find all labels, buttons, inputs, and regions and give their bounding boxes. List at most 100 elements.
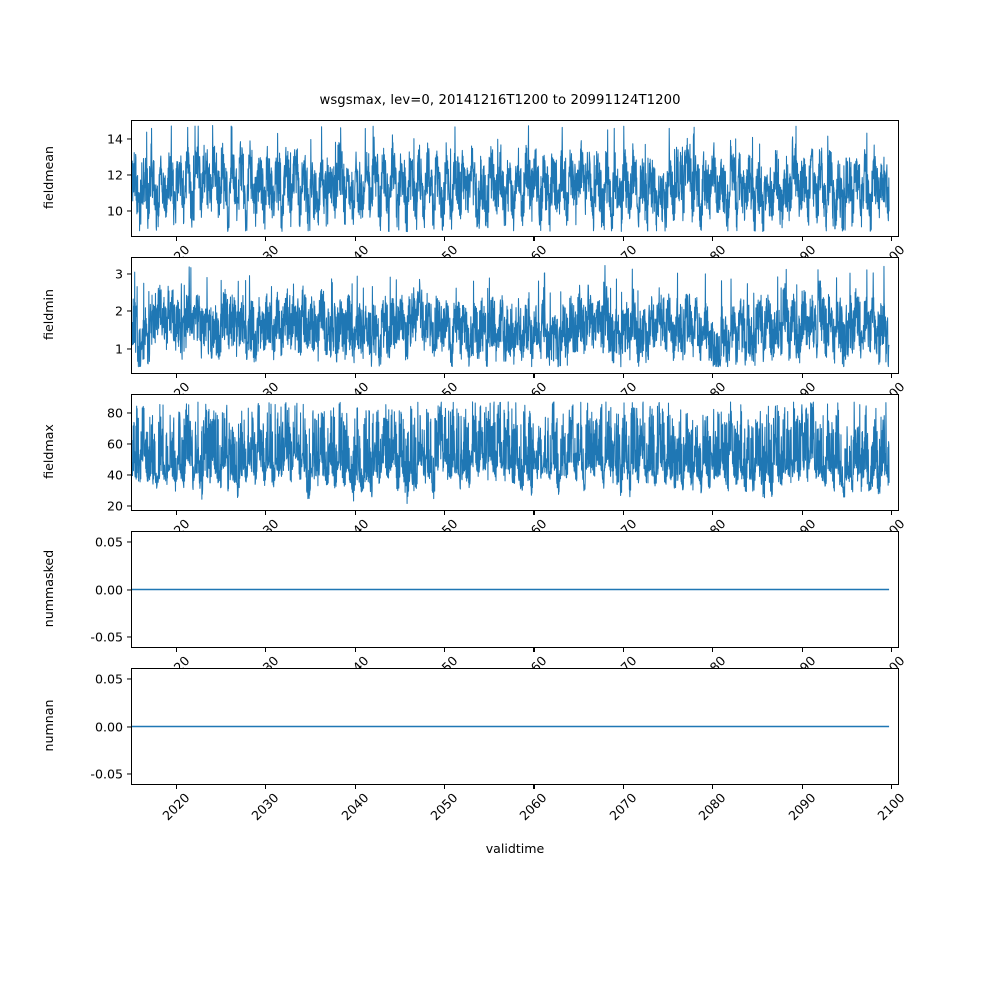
x-tick-mark [176, 648, 178, 652]
x-tick-label: 2090 [784, 790, 819, 824]
x-tick-label: 2060 [455, 242, 550, 258]
y-tick-mark [127, 138, 131, 140]
subplot-fieldmax [131, 394, 899, 511]
x-tick-mark [801, 648, 803, 652]
x-tick-label: 2090 [723, 379, 818, 395]
subplot-fieldmean [131, 120, 899, 237]
x-tick-label: 2090 [723, 242, 818, 258]
x-tick-label: 2030 [187, 242, 282, 258]
series-plot-numnan [132, 669, 898, 784]
x-tick-label: 2040 [276, 379, 371, 395]
x-tick-label: 2080 [633, 516, 729, 532]
x-tick-mark [801, 374, 803, 378]
x-tick-mark [265, 237, 267, 241]
x-tick-mark [890, 237, 892, 241]
x-tick-mark [533, 648, 535, 652]
x-tick-label: 2050 [365, 653, 460, 669]
x-tick-label: 2080 [695, 790, 729, 824]
x-tick-label: 2020 [97, 516, 192, 532]
y-tick-mark [127, 412, 131, 414]
y-tick-mark [127, 773, 131, 775]
x-tick-label: 2060 [455, 516, 550, 532]
y-tick-mark [127, 505, 131, 507]
x-tick-label: 2060 [455, 379, 550, 395]
x-tick-mark [712, 237, 714, 241]
x-tick-mark [890, 374, 892, 378]
x-tick-mark [533, 511, 535, 515]
y-tick-mark [127, 310, 131, 312]
x-tick-mark [533, 785, 535, 789]
x-tick-mark [354, 648, 356, 652]
y-tick-mark [127, 725, 131, 728]
subplot-numnan [131, 668, 899, 785]
y-tick-label: 0.05 [94, 534, 123, 550]
y-tick-label: 60 [106, 436, 123, 452]
x-tick-mark [444, 511, 446, 515]
x-tick-mark [176, 374, 178, 378]
y-tick-mark [127, 541, 131, 543]
x-tick-mark [354, 511, 356, 515]
y-tick-mark [127, 678, 131, 680]
x-tick-label: 2020 [159, 790, 193, 824]
y-tick-label: 14 [106, 131, 123, 147]
y-axis-label-nummasked: nummasked [40, 549, 56, 627]
y-tick-mark [127, 210, 131, 212]
data-line [132, 402, 889, 504]
x-tick-label: 2040 [338, 790, 372, 824]
x-tick-mark [712, 374, 714, 378]
x-tick-label: 2050 [365, 242, 460, 258]
y-tick-label: 1 [114, 341, 123, 357]
x-tick-mark [890, 785, 892, 789]
x-tick-mark [712, 785, 714, 789]
y-tick-mark [127, 273, 131, 275]
x-tick-label: 2070 [544, 379, 639, 395]
x-tick-label: 2070 [606, 790, 640, 824]
x-tick-label: 2050 [365, 516, 460, 532]
y-tick-label: -0.05 [90, 629, 123, 645]
y-axis-label-fieldmin: fieldmin [40, 288, 56, 340]
x-tick-mark [801, 511, 803, 515]
x-tick-label: 2040 [276, 516, 371, 532]
x-tick-mark [265, 374, 267, 378]
x-tick-label: 2030 [187, 516, 282, 532]
x-tick-mark [890, 648, 892, 652]
x-tick-label: 2070 [544, 242, 639, 258]
y-tick-label: 40 [106, 467, 123, 483]
y-axis-label-numnan: numnan [40, 699, 56, 751]
x-tick-label: 2050 [365, 379, 460, 395]
x-tick-mark [712, 511, 714, 515]
x-tick-mark [622, 511, 624, 515]
y-tick-label: 12 [106, 167, 123, 183]
y-tick-label: 0.05 [94, 671, 123, 687]
series-plot-fieldmax [132, 395, 898, 510]
figure-title: wsgsmax, lev=0, 20141216T1200 to 2099112… [319, 93, 681, 108]
y-tick-mark [127, 636, 131, 638]
subplot-nummasked [131, 531, 899, 648]
x-tick-mark [622, 785, 624, 789]
x-tick-label: 2060 [516, 790, 551, 824]
x-tick-label: 2100 [874, 790, 908, 824]
x-tick-mark [444, 648, 446, 652]
x-tick-label: 2100 [812, 379, 907, 395]
y-axis-label-fieldmean: fieldmean [40, 145, 56, 209]
y-tick-mark [127, 474, 131, 476]
data-line [132, 126, 889, 232]
x-tick-mark [622, 374, 624, 378]
x-tick-mark [354, 785, 356, 789]
y-axis-label-fieldmax: fieldmax [40, 423, 56, 479]
x-tick-mark [176, 785, 178, 789]
x-tick-label: 2100 [812, 653, 907, 669]
x-tick-label: 2070 [544, 516, 639, 532]
x-tick-label: 2060 [455, 653, 550, 669]
series-plot-fieldmean [132, 121, 898, 236]
y-tick-label: 10 [106, 203, 123, 219]
x-tick-label: 2080 [633, 379, 729, 395]
y-tick-label: 2 [114, 303, 123, 319]
x-tick-label: 2090 [723, 653, 818, 669]
